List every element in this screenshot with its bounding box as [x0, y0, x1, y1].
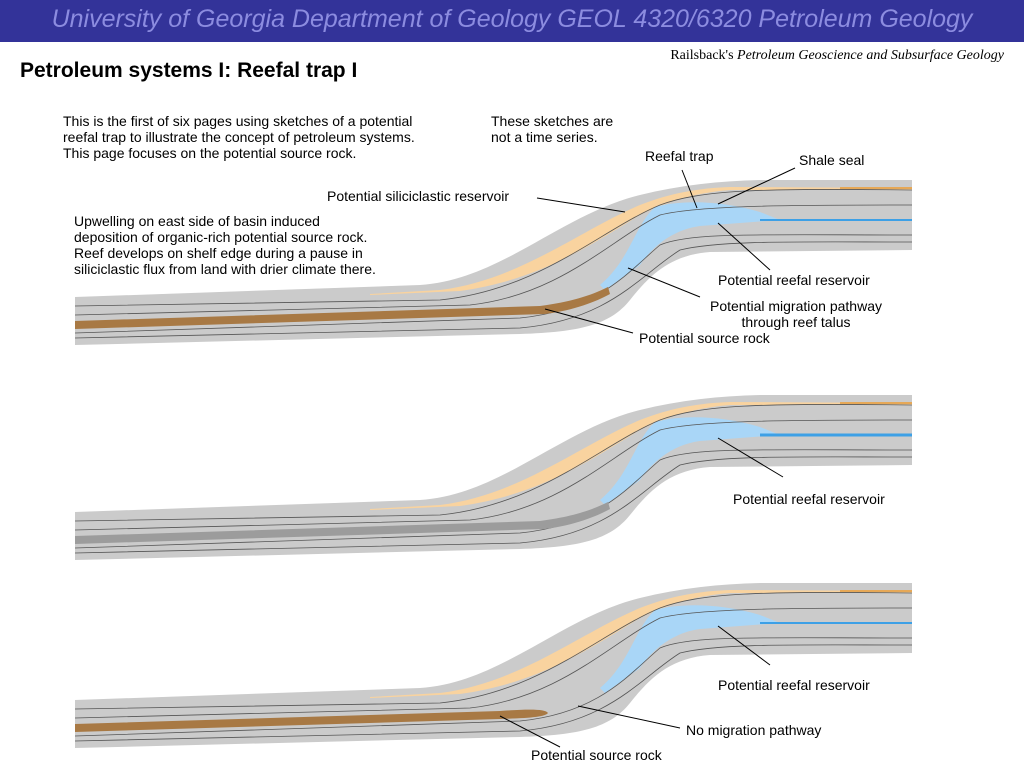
banner-title: University of Georgia Department of Geol… — [51, 5, 973, 33]
label-source-rock-1: Potential source rock — [639, 330, 770, 346]
cross-section-1 — [74, 180, 913, 345]
bedding-line — [74, 591, 913, 710]
upwelling-line: Reef develops on shelf edge during a pau… — [74, 245, 363, 261]
upwelling-line: Upwelling on east side of basin induced — [74, 213, 320, 229]
cross-section-2 — [74, 395, 913, 560]
label-reefal-trap: Reefal trap — [645, 148, 714, 164]
siliciclastic-reservoir — [370, 402, 912, 510]
bedding-line — [74, 241, 913, 339]
label-no-migration: No migration pathway — [686, 722, 822, 738]
bedding-line — [74, 204, 913, 316]
inactive-source-rock — [75, 502, 610, 544]
bedding-line — [74, 419, 913, 531]
leader-line — [717, 437, 784, 478]
bedding-line — [74, 607, 913, 719]
bedding-line — [74, 188, 913, 307]
leader-line — [717, 167, 796, 205]
reef — [600, 417, 780, 505]
leader-line — [681, 169, 698, 209]
migration-line: Potential migration pathway — [710, 298, 882, 314]
page-title: Petroleum systems I: Reefal trap I — [20, 59, 358, 82]
leader-line — [577, 705, 681, 729]
bedding-line — [74, 403, 913, 522]
leader-line — [544, 308, 634, 334]
note-line: not a time series. — [491, 129, 598, 145]
note-line: These sketches are — [491, 113, 614, 129]
intro-line: This is the first of six pages using ske… — [63, 113, 413, 129]
header-banner: University of Georgia Department of Geol… — [0, 0, 1024, 42]
intro-line: reefal trap to illustrate the concept of… — [63, 129, 415, 145]
note-text: These sketches are not a time series. — [491, 113, 613, 145]
credit-book: Petroleum Geoscience and Subsurface Geol… — [737, 48, 1004, 63]
credit: Railsback's Petroleum Geoscience and Sub… — [670, 48, 1004, 64]
bedding-line — [74, 637, 913, 737]
label-reefal-reservoir-3: Potential reefal reservoir — [718, 677, 870, 693]
source-rock — [75, 287, 610, 329]
leader-line — [499, 715, 561, 748]
intro-line: This page focuses on the potential sourc… — [63, 145, 357, 161]
upwelling-line: siliciclastic flux from land with drier … — [74, 261, 376, 277]
leader-line — [536, 197, 626, 213]
intro-text: This is the first of six pages using ske… — [63, 113, 415, 161]
label-siliciclastic-reservoir: Potential siliciclastic reservoir — [327, 188, 510, 204]
cross-section-3 — [74, 583, 913, 748]
leader-line — [717, 625, 771, 666]
reef — [600, 202, 780, 290]
reef — [600, 605, 780, 693]
migration-line: through reef talus — [741, 314, 851, 330]
source-rock — [75, 709, 548, 732]
credit-author: Railsback's — [670, 48, 738, 63]
leader-line — [627, 267, 701, 298]
label-source-rock-3: Potential source rock — [531, 747, 662, 763]
siliciclastic-reservoir — [370, 590, 912, 698]
label-reefal-reservoir-1: Potential reefal reservoir — [718, 272, 870, 288]
label-reefal-reservoir-2: Potential reefal reservoir — [733, 491, 885, 507]
upwelling-line: deposition of organic-rich potential sou… — [74, 229, 368, 245]
leader-line — [717, 222, 771, 271]
label-migration-pathway: Potential migration pathway through reef … — [710, 298, 882, 330]
label-shale-seal: Shale seal — [799, 152, 865, 168]
upwelling-text: Upwelling on east side of basin induced d… — [74, 213, 376, 277]
siliciclastic-reservoir — [370, 187, 912, 295]
bedding-line — [74, 456, 913, 554]
bedding-line — [74, 644, 913, 742]
